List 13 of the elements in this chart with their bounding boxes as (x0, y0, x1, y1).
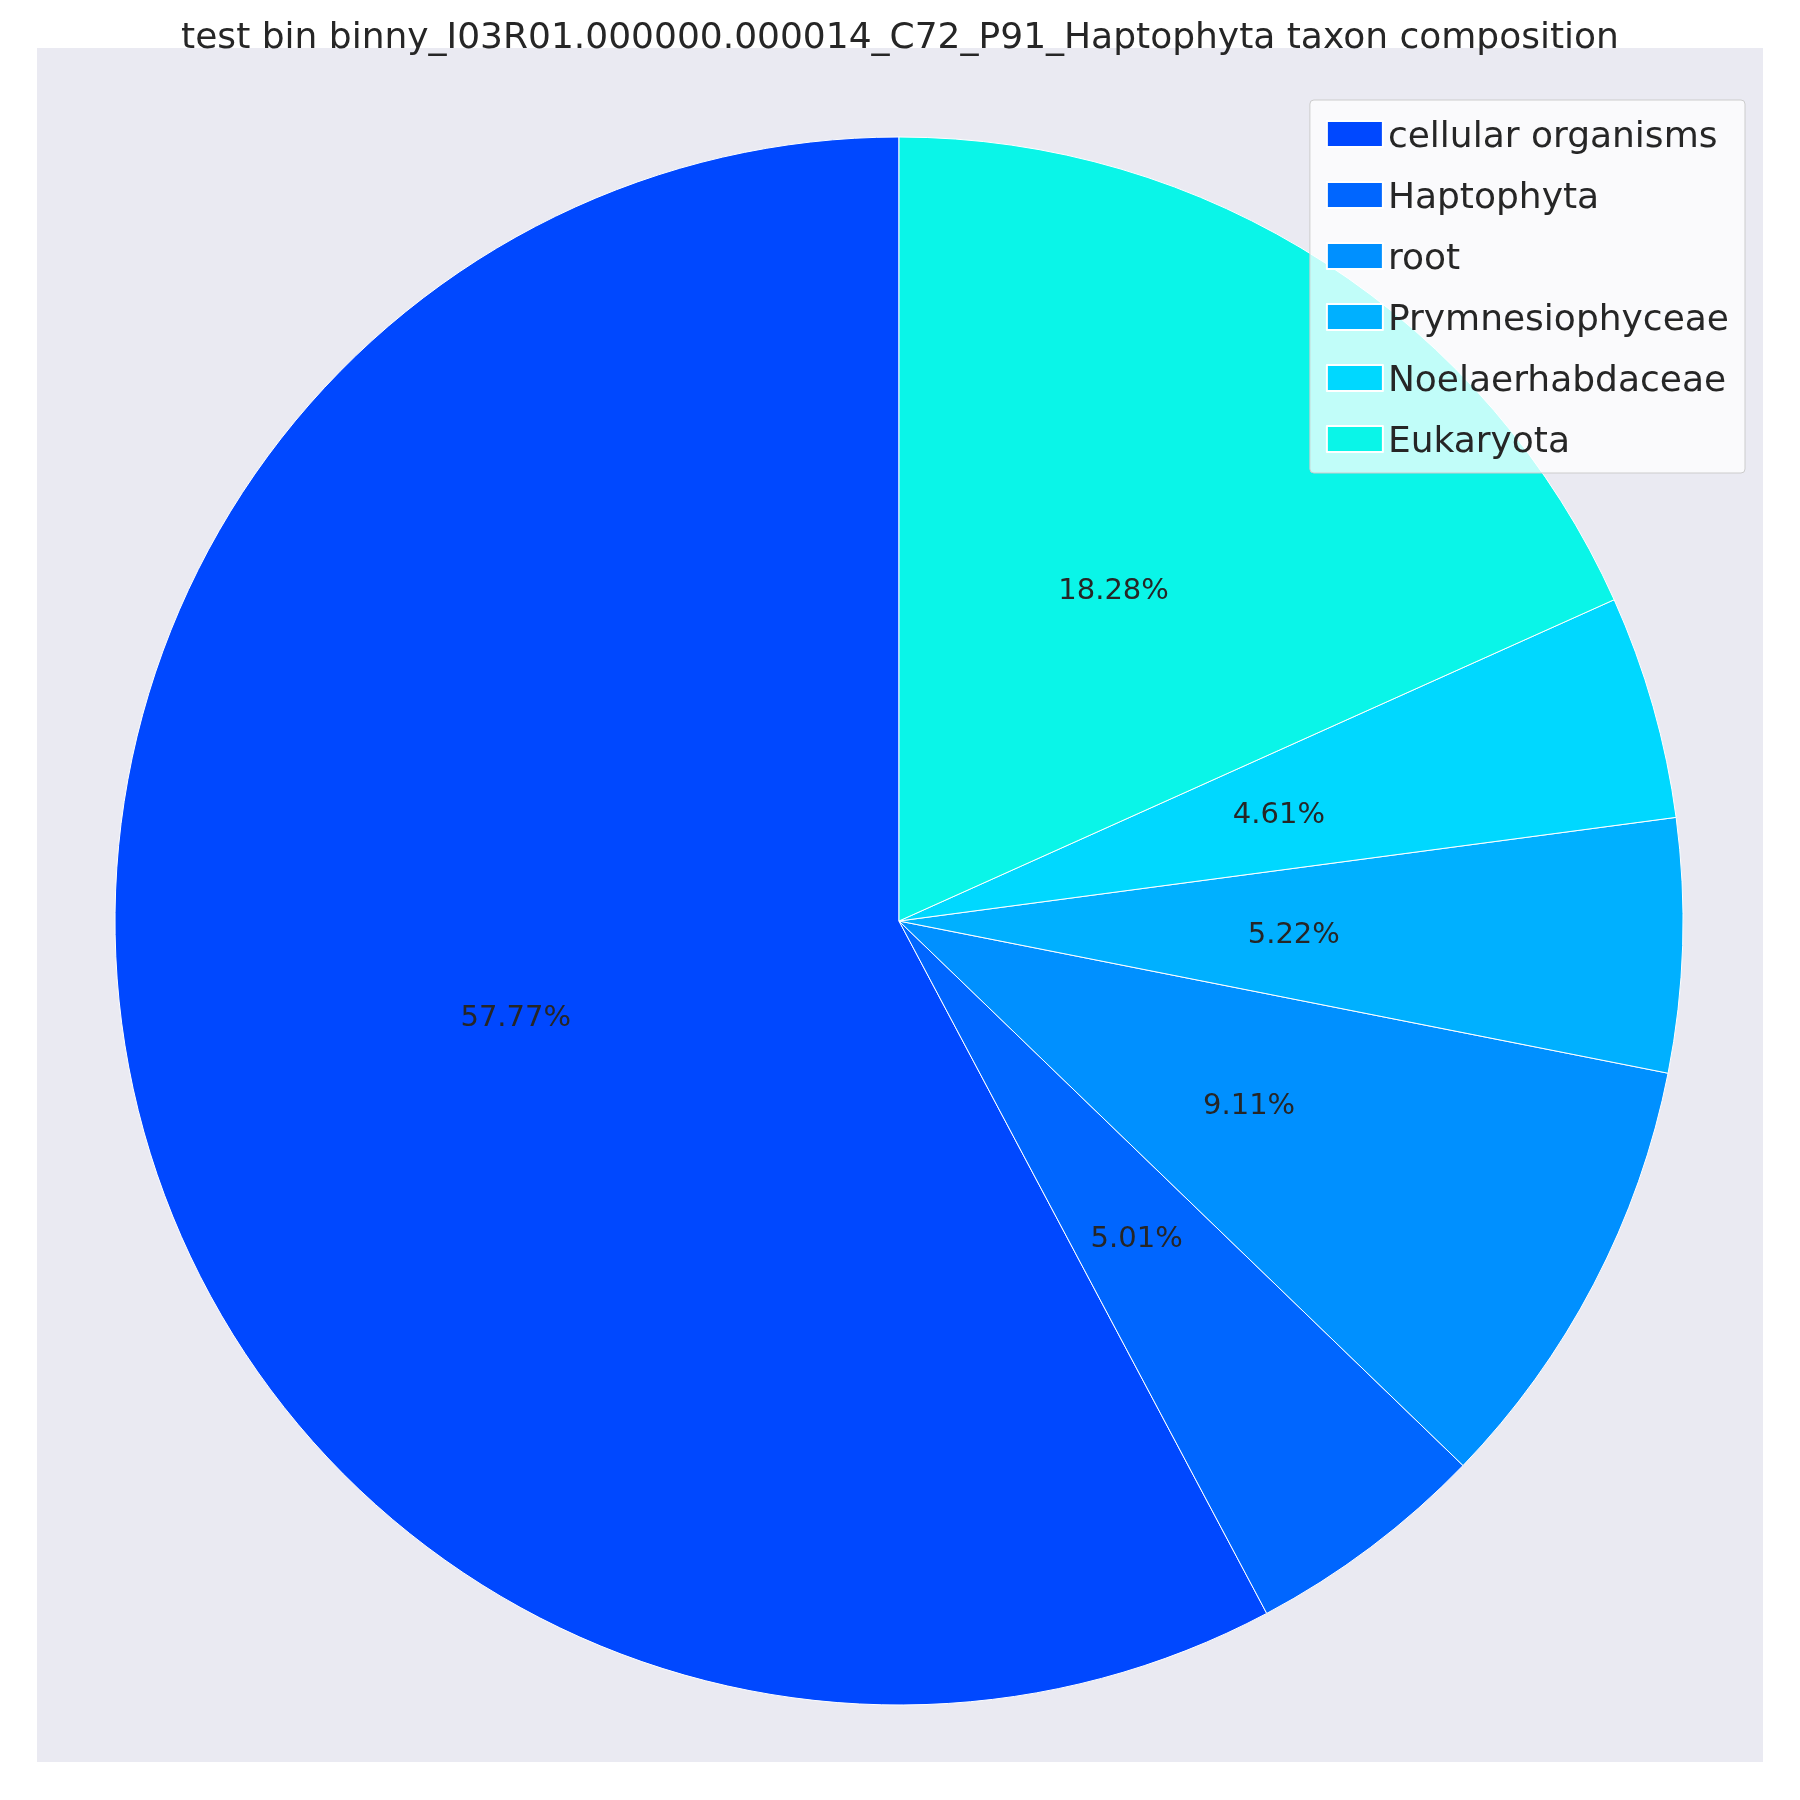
legend-label: Noelaerhabdaceae (1387, 357, 1727, 399)
data-label: 57.77% (460, 999, 571, 1034)
data-label: 5.01% (1090, 1219, 1183, 1254)
data-label: 5.22% (1247, 916, 1340, 951)
legend-label: root (1387, 235, 1461, 277)
data-label: 18.28% (1058, 572, 1169, 607)
data-label: 4.61% (1232, 795, 1325, 830)
chart-title: test bin binny_I03R01.000000.000014_C72_P91_Haptophyta taxon composition (181, 14, 1619, 56)
legend-label: cellular organisms (1387, 113, 1718, 155)
data-label: 9.11% (1203, 1086, 1296, 1121)
legend-label: Eukaryota (1387, 418, 1571, 460)
legend-label: Haptophyta (1387, 174, 1600, 216)
legend-label: Prymnesiophyceae (1387, 296, 1729, 338)
